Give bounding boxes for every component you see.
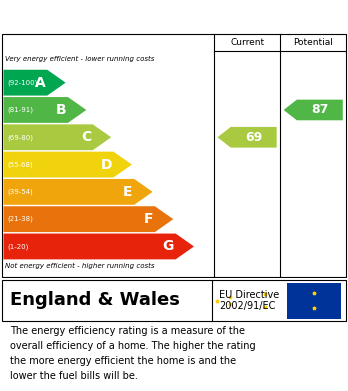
Polygon shape (3, 124, 111, 150)
Text: EU Directive: EU Directive (219, 290, 279, 300)
Text: (21-38): (21-38) (7, 216, 33, 222)
Text: B: B (56, 103, 66, 117)
Text: A: A (35, 76, 46, 90)
Polygon shape (3, 179, 152, 205)
Text: F: F (144, 212, 153, 226)
Polygon shape (3, 233, 194, 259)
Polygon shape (3, 152, 132, 178)
Text: Current: Current (230, 38, 264, 47)
Text: (81-91): (81-91) (7, 107, 33, 113)
Polygon shape (3, 97, 86, 123)
Text: E: E (123, 185, 133, 199)
Text: Energy Efficiency Rating: Energy Efficiency Rating (10, 9, 220, 24)
Text: (92-100): (92-100) (7, 79, 37, 86)
Text: C: C (81, 130, 91, 144)
Text: 69: 69 (245, 131, 262, 144)
Text: Very energy efficient - lower running costs: Very energy efficient - lower running co… (5, 56, 155, 63)
Polygon shape (3, 206, 173, 232)
Polygon shape (218, 127, 277, 147)
Text: The energy efficiency rating is a measure of the
overall efficiency of a home. T: The energy efficiency rating is a measur… (10, 326, 256, 381)
Text: D: D (100, 158, 112, 172)
Text: (69-80): (69-80) (7, 134, 33, 140)
Text: Not energy efficient - higher running costs: Not energy efficient - higher running co… (5, 263, 155, 269)
Text: Potential: Potential (293, 38, 333, 47)
Text: England & Wales: England & Wales (10, 291, 180, 308)
Bar (287, 283, 341, 319)
Polygon shape (3, 70, 65, 95)
Text: (39-54): (39-54) (7, 188, 33, 195)
Text: 87: 87 (311, 104, 329, 117)
Text: (55-68): (55-68) (7, 161, 33, 168)
Polygon shape (284, 100, 343, 120)
Text: G: G (163, 239, 174, 253)
Text: 2002/91/EC: 2002/91/EC (219, 301, 276, 311)
Text: (1-20): (1-20) (7, 243, 28, 250)
